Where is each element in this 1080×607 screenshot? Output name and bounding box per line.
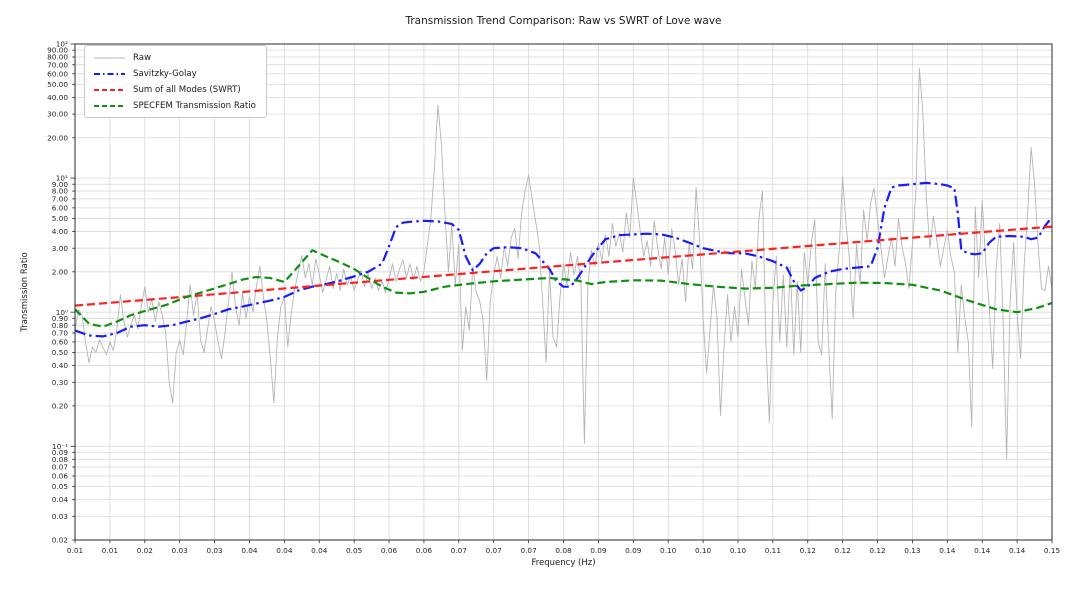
- x-tick-label: 0.10: [695, 546, 712, 555]
- legend-item-savitzky-golay: Savitzky-Golay: [93, 67, 256, 80]
- legend-label: Sum of all Modes (SWRT): [133, 84, 241, 95]
- series-savitzky-golay: [74, 181, 1053, 338]
- y-tick-label: 20.00: [47, 133, 68, 142]
- y-tick-label: 10²: [56, 40, 68, 49]
- y-tick-label: 0.02: [52, 536, 68, 545]
- x-tick-label: 0.07: [451, 546, 468, 555]
- x-tick-label: 0.01: [67, 546, 83, 555]
- y-tick-label: 10⁰: [56, 308, 68, 317]
- y-tick-label: 30.00: [47, 110, 68, 119]
- raw-line-swatch-icon: [94, 57, 125, 58]
- x-tick-label: 0.09: [625, 546, 642, 555]
- x-tick-label: 0.14: [1009, 546, 1026, 555]
- x-tick-label: 0.11: [765, 546, 781, 555]
- y-tick-label: 0.40: [52, 361, 69, 370]
- x-tick-label: 0.08: [555, 546, 572, 555]
- legend-label: Raw: [133, 52, 152, 63]
- x-tick-label: 0.10: [660, 546, 677, 555]
- y-tick-label: 50.00: [47, 80, 68, 89]
- y-tick-label: 2.00: [52, 267, 69, 276]
- legend-label: Savitzky-Golay: [133, 68, 197, 79]
- dashed-line-swatch-icon: [94, 104, 125, 107]
- legend-label: SPECFEM Transmission Ratio: [133, 100, 256, 111]
- y-tick-label: 4.00: [52, 227, 69, 236]
- x-tick-label: 0.04: [241, 546, 258, 555]
- y-tick-label: 0.09: [52, 448, 69, 457]
- x-tick-label: 0.10: [730, 546, 747, 555]
- dashdot-line-swatch-icon: [94, 72, 125, 75]
- x-tick-label: 0.04: [276, 546, 293, 555]
- y-tick-label: 10¹: [56, 174, 68, 183]
- x-tick-label: 0.07: [486, 546, 503, 555]
- dashed-line-swatch-icon: [94, 88, 125, 91]
- y-tick-label: 0.05: [52, 482, 68, 491]
- x-tick-label: 0.12: [835, 546, 851, 555]
- x-tick-label: 0.09: [590, 546, 607, 555]
- x-tick-label: 0.02: [137, 546, 153, 555]
- x-tick-label: 0.05: [346, 546, 362, 555]
- y-tick-label: 0.50: [52, 348, 69, 357]
- chart-title: Transmission Trend Comparison: Raw vs SW…: [405, 15, 722, 27]
- y-tick-label: 8.00: [52, 187, 69, 196]
- y-axis-label: Transmission Ratio: [20, 252, 30, 332]
- legend-item-specfem: SPECFEM Transmission Ratio: [93, 99, 256, 112]
- x-tick-label: 0.01: [102, 546, 118, 555]
- y-tick-label: 0.06: [52, 472, 69, 481]
- y-tick-label: 7.00: [52, 194, 69, 203]
- y-tick-label: 0.20: [52, 402, 69, 411]
- y-tick-label: 0.08: [52, 455, 69, 464]
- x-tick-label: 0.14: [939, 546, 956, 555]
- x-tick-label: 0.03: [172, 546, 189, 555]
- y-tick-label: 80.00: [47, 53, 68, 62]
- legend-item-raw: Raw: [93, 51, 256, 64]
- y-tick-label: 0.30: [52, 378, 69, 387]
- series-sum-of-all-modes-swrt-: [74, 225, 1053, 307]
- y-tick-label: 0.60: [52, 338, 69, 347]
- x-tick-label: 0.13: [904, 546, 921, 555]
- y-tick-label: 0.04: [52, 495, 69, 504]
- y-tick-label: 0.80: [52, 321, 69, 330]
- x-tick-label: 0.14: [974, 546, 991, 555]
- x-tick-label: 0.06: [416, 546, 433, 555]
- x-tick-label: 0.07: [520, 546, 537, 555]
- y-tick-label: 5.00: [52, 214, 69, 223]
- y-tick-label: 40.00: [47, 93, 68, 102]
- x-tick-label: 0.04: [311, 546, 328, 555]
- x-tick-label: 0.03: [206, 546, 223, 555]
- x-tick-label: 0.12: [800, 546, 816, 555]
- y-tick-label: 60.00: [47, 69, 68, 78]
- y-tick-label: 0.70: [52, 329, 69, 338]
- legend: Raw Savitzky-Golay Sum of all Modes (SWR…: [84, 45, 267, 118]
- y-tick-label: 6.00: [52, 203, 69, 212]
- series-specfem-transmission-ratio: [74, 249, 1053, 328]
- x-axis-label: Frequency (Hz): [531, 558, 596, 568]
- y-tick-label: 10⁻¹: [52, 442, 68, 451]
- x-tick-label: 0.12: [869, 546, 885, 555]
- y-tick-label: 70.00: [47, 60, 68, 69]
- x-tick-label: 0.06: [381, 546, 398, 555]
- series-raw: [74, 67, 1053, 460]
- y-tick-label: 9.00: [52, 180, 69, 189]
- y-tick-label: 0.90: [52, 314, 69, 323]
- y-tick-label: 0.07: [52, 463, 69, 472]
- x-tick-label: 0.15: [1044, 546, 1060, 555]
- y-tick-label: 0.03: [52, 512, 69, 521]
- legend-item-swrt: Sum of all Modes (SWRT): [93, 83, 256, 96]
- y-tick-label: 90.00: [47, 46, 68, 55]
- y-tick-label: 3.00: [52, 244, 69, 253]
